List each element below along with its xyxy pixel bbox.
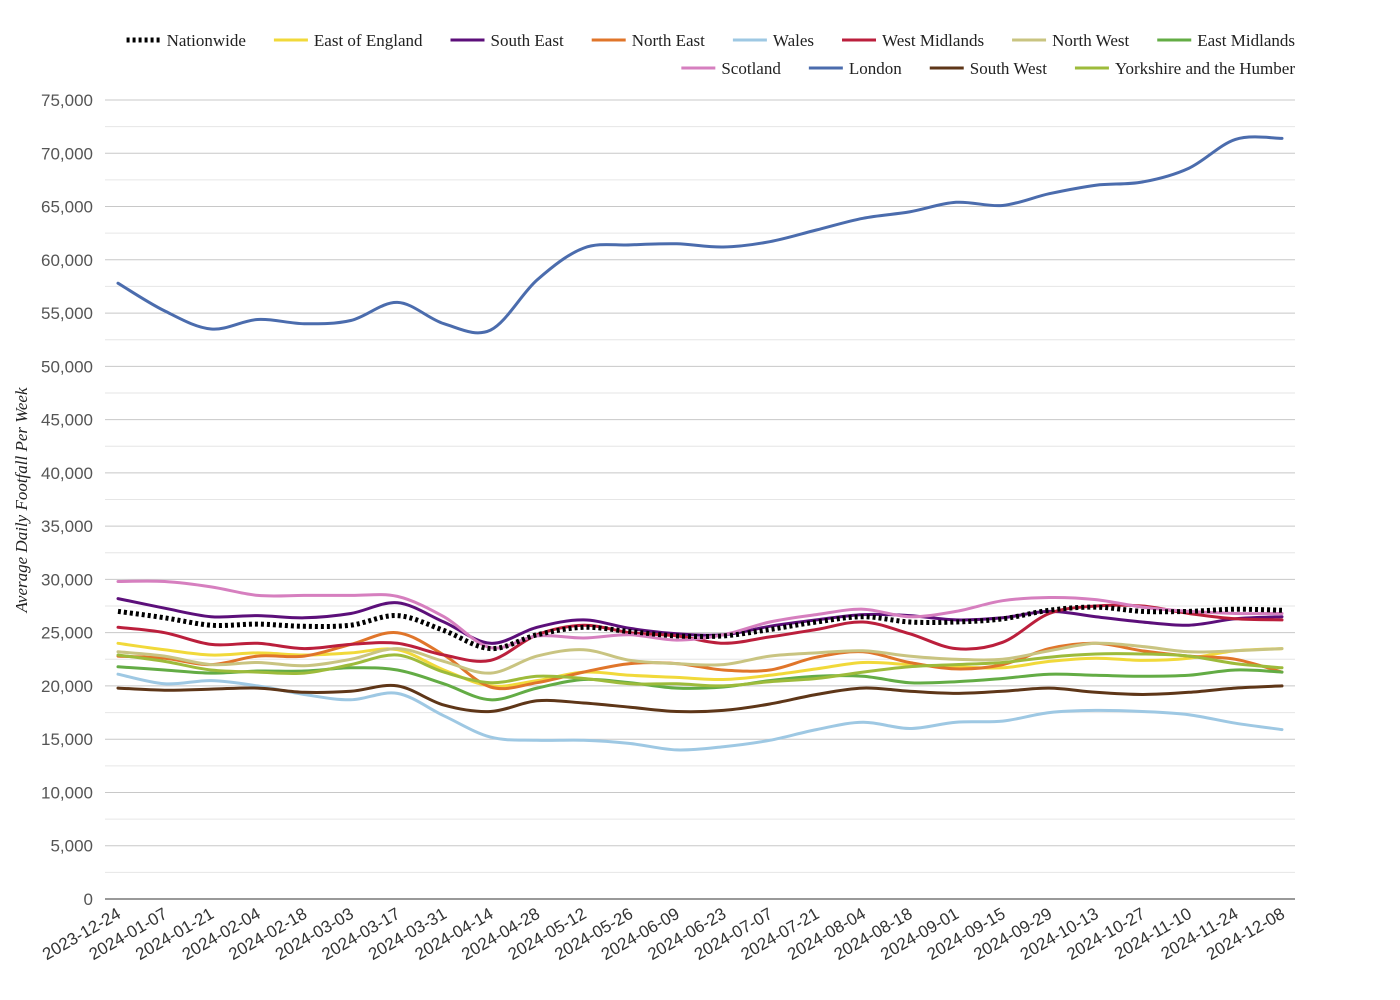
legend-item-scotland: Scotland: [681, 59, 781, 78]
series-line-south-east: [116, 597, 1284, 645]
legend-item-east-of-england: East of England: [273, 31, 423, 50]
y-tick-label: 65,000: [41, 198, 93, 217]
y-axis: 0 5,000 10,000 15,000 20,000 25,000 30,000 35,0…: [41, 91, 93, 909]
y-tick-label: 15,000: [41, 730, 93, 749]
legend-item-nationwide: Nationwide: [126, 31, 246, 50]
series-lines: [116, 135, 1284, 752]
series-line-yorkshire-and-the-humber: [116, 652, 1284, 688]
legend-label: South West: [970, 59, 1047, 78]
y-tick-label: 75,000: [41, 91, 93, 110]
legend-item-south-east: South East: [450, 31, 564, 50]
legend-item-west-midlands: West Midlands: [842, 31, 984, 50]
y-tick-label: 10,000: [41, 783, 93, 802]
legend-label: Yorkshire and the Humber: [1115, 59, 1295, 78]
legend-label: South East: [491, 31, 564, 50]
legend-item-south-west: South West: [929, 59, 1047, 78]
legend-item-north-east: North East: [591, 31, 705, 50]
y-tick-label: 20,000: [41, 677, 93, 696]
legend-label: Wales: [773, 31, 814, 50]
series-line-south-west: [116, 683, 1284, 714]
series-line-scotland: [116, 579, 1284, 650]
y-tick-label: 45,000: [41, 411, 93, 430]
legend-label: Scotland: [721, 59, 781, 78]
y-tick-label: 25,000: [41, 624, 93, 643]
series-line-west-midlands: [116, 603, 1284, 663]
legend-label: North West: [1052, 31, 1129, 50]
legend-item-london: London: [808, 59, 902, 78]
y-axis-title: Average Daily Footfall Per Week: [12, 387, 31, 613]
legend-label: East Midlands: [1197, 31, 1295, 50]
y-tick-label: 55,000: [41, 304, 93, 323]
legend-item-north-west: North West: [1012, 31, 1130, 50]
legend-label: London: [849, 59, 902, 78]
y-tick-label: 35,000: [41, 517, 93, 536]
series-line-north-west: [116, 641, 1284, 675]
legend-item-wales: Wales: [732, 31, 814, 50]
legend-label: North East: [632, 31, 705, 50]
legend-label: West Midlands: [882, 31, 984, 50]
series-line-east-midlands: [116, 665, 1284, 702]
y-tick-label: 0: [84, 890, 93, 909]
series-line-london: [116, 135, 1284, 335]
legend-item-east-midlands: East Midlands: [1157, 31, 1295, 50]
grid-lines: [105, 99, 1295, 900]
y-tick-label: 70,000: [41, 144, 93, 163]
legend-item-yorkshire-and-the-humber: Yorkshire and the Humber: [1074, 59, 1295, 78]
y-tick-label: 5,000: [50, 837, 93, 856]
legend: Nationwide East of England South East North…: [126, 31, 1295, 78]
y-tick-label: 40,000: [41, 464, 93, 483]
legend-label: East of England: [314, 31, 423, 50]
legend-label: Nationwide: [167, 31, 246, 50]
y-tick-label: 50,000: [41, 357, 93, 376]
series-line-wales: [116, 672, 1284, 752]
x-axis: 2023-12-242024-01-072024-01-212024-02-04…: [39, 904, 1288, 964]
y-tick-label: 30,000: [41, 570, 93, 589]
y-tick-label: 60,000: [41, 251, 93, 270]
